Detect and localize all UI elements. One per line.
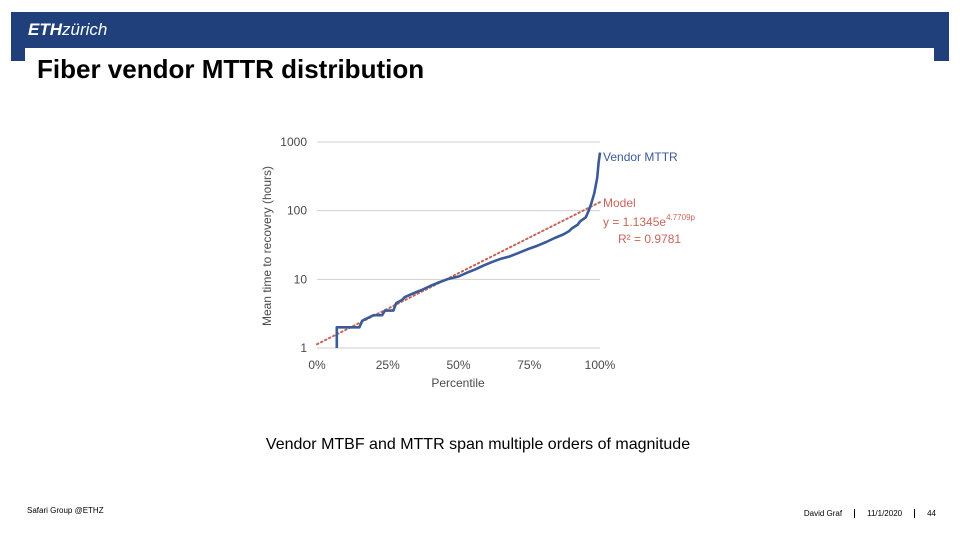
x-tick-label: 50% [446, 358, 470, 372]
y-tick-label: 1000 [280, 135, 307, 149]
x-tick-label: 0% [308, 358, 326, 372]
model-equation: y = 1.1345e4.7709p [603, 213, 696, 229]
logo-zurich-text: zürich [62, 20, 108, 39]
equation-exponent: 4.7709p [666, 213, 695, 222]
grid-lines [317, 141, 600, 349]
model-r-squared: R² = 0.9781 [618, 232, 681, 246]
series-group [316, 152, 602, 348]
y-tick-labels: 1 10 100 1000 [280, 135, 307, 355]
header-edge-left [11, 48, 25, 61]
y-tick-label: 1 [300, 341, 307, 355]
vendor-mttr-line [335, 152, 602, 348]
footer-separator [854, 509, 856, 518]
slide-caption: Vendor MTBF and MTTR span multiple order… [265, 436, 691, 453]
x-tick-labels: 0% 25% 50% 75% 100% [308, 358, 615, 372]
footer-right: David Graf 11/1/2020 44 [804, 509, 936, 518]
x-tick-label: 100% [585, 358, 616, 372]
legend-model: Model [603, 196, 636, 210]
footer-separator [914, 509, 916, 518]
logo-eth-text: ETH [28, 20, 62, 39]
header-bar [11, 12, 949, 48]
x-tick-label: 75% [517, 358, 541, 372]
y-tick-label: 10 [294, 272, 308, 286]
footer-author: David Graf [803, 509, 843, 518]
equation-base: y = 1.1345e [603, 215, 666, 229]
footer-group-label: Safari Group @ETHZ [27, 506, 104, 515]
legend-vendor-mttr: Vendor MTTR [603, 150, 678, 164]
slide-title: Fiber vendor MTTR distribution [37, 54, 425, 84]
x-axis-label: Percentile [431, 376, 485, 390]
model-fit-line [316, 201, 601, 346]
eth-logo: ETHzürich [28, 20, 107, 40]
y-tick-label: 100 [287, 204, 307, 218]
chart-container: 1 10 100 1000 0% 25% 50% 75% 100% Mean time to … [250, 128, 720, 398]
x-tick-label: 25% [376, 358, 400, 372]
mttr-chart: 1 10 100 1000 0% 25% 50% 75% 100% Mean time to … [260, 135, 696, 390]
header-edge-right [934, 48, 949, 61]
footer-page-number: 44 [927, 509, 936, 518]
y-axis-label: Mean time to recovery (hours) [260, 166, 274, 326]
footer-date: 11/1/2020 [867, 509, 903, 518]
